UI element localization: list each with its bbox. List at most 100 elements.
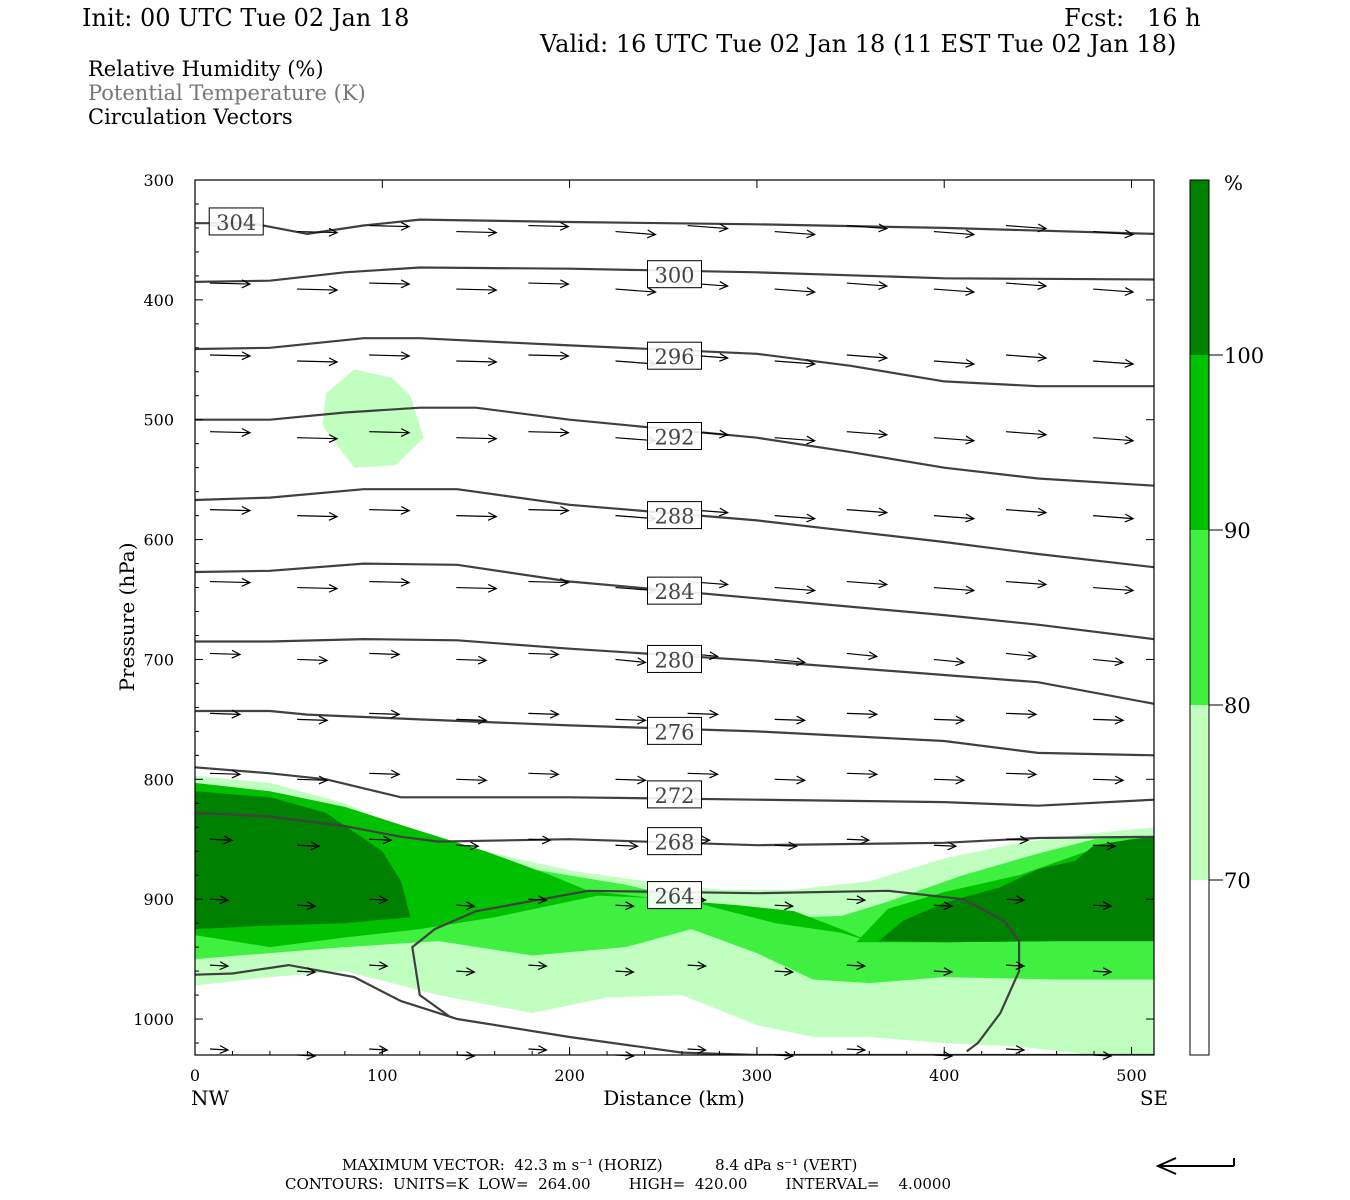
theta-contour-264 <box>195 963 1154 1055</box>
vector-arrow <box>209 769 242 779</box>
vector-arrow <box>369 351 411 361</box>
vector-arrow <box>774 435 817 445</box>
y-tick-label: 900 <box>143 890 174 909</box>
vector-arrow <box>1005 352 1048 362</box>
init-time: Init: 00 UTC Tue 02 Jan 18 <box>82 4 410 32</box>
vector-arrow <box>456 775 488 785</box>
vector-arrow <box>615 657 647 667</box>
vector-arrow <box>209 1045 230 1055</box>
vector-arrow <box>297 434 339 443</box>
y-axis-label: Pressure (hPa) <box>115 543 139 692</box>
y-tick-label: 600 <box>143 531 174 550</box>
theta-label-296: 296 <box>647 341 702 370</box>
vector-arrow <box>297 655 329 665</box>
rh-region-100-5 <box>195 791 411 930</box>
vector-arrow <box>846 281 889 290</box>
vector-arrow <box>1006 835 1030 845</box>
theta-label-288: 288 <box>647 501 702 530</box>
valid-time: Valid: 16 UTC Tue 02 Jan 18 (11 EST Tue … <box>540 30 1177 58</box>
vector-arrow <box>369 221 411 231</box>
vector-arrow <box>933 229 976 239</box>
vector-arrow <box>456 583 498 593</box>
vector-arrow <box>369 961 389 971</box>
vector-arrow <box>774 967 795 977</box>
vector-arrow <box>209 505 252 515</box>
theta-label-284: 284 <box>647 576 702 605</box>
vector-arrow <box>687 769 719 779</box>
theta-label-280: 280 <box>647 644 702 673</box>
vector-arrow <box>846 579 889 589</box>
vector-arrow <box>209 428 252 437</box>
vector-arrow <box>933 775 966 785</box>
svg-text:276: 276 <box>654 720 694 744</box>
vector-arrow <box>456 434 498 443</box>
vector-arrow <box>933 657 966 667</box>
svg-text:300: 300 <box>654 264 694 288</box>
vector-arrow <box>297 715 329 725</box>
vector-arrow <box>209 577 252 587</box>
vector-arrow <box>369 895 389 905</box>
vector-arrow <box>528 505 570 515</box>
vector-arrow <box>846 895 867 905</box>
vector-arrow <box>1093 513 1135 523</box>
vector-arrow <box>1005 651 1038 661</box>
vector-arrow <box>528 221 570 231</box>
vector-arrow <box>933 358 976 368</box>
field-label-theta: Potential Temperature (K) <box>88 81 366 105</box>
vector-arrow <box>1005 961 1026 971</box>
vector-arrow <box>297 511 339 521</box>
vector-arrow <box>456 967 476 977</box>
vector-arrow <box>933 901 954 911</box>
vector-arrow <box>933 435 976 445</box>
vector-arrow <box>456 357 498 367</box>
vector-arrow <box>933 841 958 851</box>
vector-arrow <box>369 769 401 779</box>
vector-arrow <box>1005 507 1048 517</box>
colorbar-segment <box>1190 180 1209 355</box>
vector-arrow <box>297 775 329 785</box>
vector-arrow <box>528 961 548 971</box>
vector-arrow <box>1093 657 1125 667</box>
theta-contour-268 <box>195 811 1154 847</box>
theta-contour-300 <box>195 266 1154 283</box>
field-label-rh: Relative Humidity (%) <box>88 57 324 81</box>
vector-arrow <box>209 649 242 659</box>
x-tick-label: 500 <box>1116 1066 1147 1085</box>
vector-arrow <box>369 428 411 437</box>
circulation-vector-layer <box>209 221 1135 1061</box>
contour-info: CONTOURS: UNITS=K LOW= 264.00 HIGH= 420.… <box>285 1175 951 1193</box>
vector-arrow <box>846 1045 867 1055</box>
x-tick-label: 200 <box>554 1066 585 1085</box>
vector-arrow <box>297 227 339 237</box>
vector-arrow <box>297 357 339 367</box>
colorbar-level-label: 80 <box>1224 694 1251 718</box>
vector-arrow <box>369 649 401 659</box>
svg-text:272: 272 <box>654 784 694 808</box>
colorbar-level-label: 70 <box>1224 869 1251 893</box>
vector-arrow <box>1005 223 1048 233</box>
vector-arrow <box>687 1045 707 1055</box>
vector-arrow <box>774 513 817 523</box>
y-tick-label: 300 <box>143 171 174 190</box>
theta-contour-280 <box>195 637 1154 705</box>
vector-arrow <box>297 285 339 295</box>
rh-fill-layer <box>195 369 1154 1055</box>
vector-arrow <box>528 279 570 289</box>
x-tick-label: 0 <box>190 1066 200 1085</box>
vector-arrow <box>1006 709 1038 719</box>
vector-arrow <box>528 835 552 845</box>
theta-contour-284 <box>195 562 1154 641</box>
vector-arrow <box>774 841 799 851</box>
vector-arrow <box>1005 895 1026 905</box>
vector-arrow <box>209 709 242 719</box>
vector-arrow <box>297 583 339 593</box>
vector-arrow <box>774 715 807 725</box>
x-axis-label: Distance (km) <box>603 1086 745 1110</box>
vector-arrow <box>774 358 817 368</box>
vector-arrow <box>1093 585 1135 595</box>
y-tick-label: 500 <box>143 411 174 430</box>
vector-arrow <box>528 428 570 437</box>
vector-arrow <box>1093 287 1135 296</box>
vector-arrow <box>1005 579 1048 589</box>
vector-arrow <box>209 835 234 845</box>
